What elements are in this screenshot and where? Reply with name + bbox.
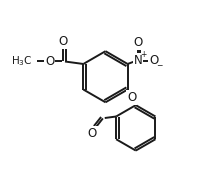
Text: N: N: [134, 54, 142, 67]
Text: O: O: [59, 35, 68, 48]
Text: O: O: [45, 55, 54, 68]
Text: O: O: [127, 91, 136, 104]
Text: O: O: [133, 36, 143, 49]
Text: −: −: [156, 61, 162, 70]
Text: O: O: [88, 127, 97, 140]
Text: +: +: [140, 50, 146, 59]
Text: O: O: [149, 54, 158, 67]
Text: H$_3$C: H$_3$C: [11, 54, 33, 68]
